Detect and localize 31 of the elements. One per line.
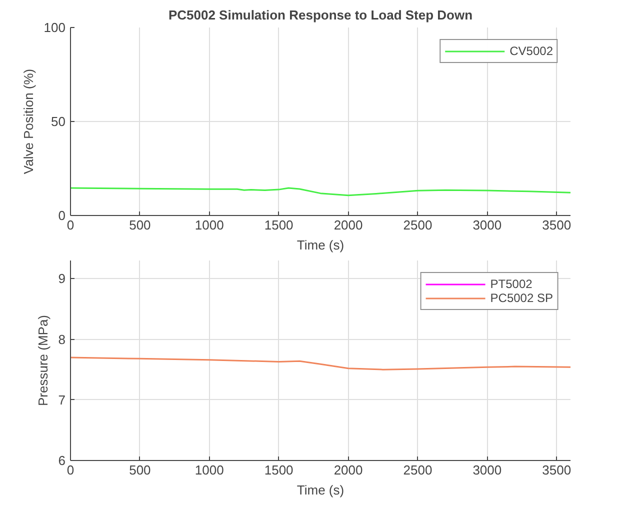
x-tick-label: 1500 <box>264 462 294 478</box>
x-tick-label: 3000 <box>472 462 502 478</box>
x-tick-label: 500 <box>129 218 151 232</box>
line-series <box>70 187 570 196</box>
x-tick-label: 1500 <box>264 218 294 232</box>
chart-title: PC5002 Simulation Response to Load Step Down <box>168 8 473 22</box>
y-tick-label: 7 <box>58 392 66 408</box>
y-tick-label: 8 <box>58 332 66 347</box>
line-series <box>70 356 570 370</box>
x-tick-label: 3500 <box>542 462 572 478</box>
x-axis-title: Time (s) <box>296 238 344 252</box>
y-axis-title: Valve Position (%) <box>20 68 36 174</box>
x-tick-label: 2500 <box>403 462 432 478</box>
x-tick-label: 500 <box>129 462 151 478</box>
x-tick-label: 3500 <box>542 218 572 232</box>
y-tick-label: 100 <box>44 20 66 35</box>
legend-label: CV5002 <box>510 44 553 58</box>
x-tick-label: 3000 <box>472 218 502 232</box>
x-tick-label: 2500 <box>403 218 432 232</box>
y-tick-label: 9 <box>58 271 66 286</box>
x-axis-title: Time (s) <box>296 482 344 498</box>
x-tick-label: 1000 <box>194 218 224 232</box>
y-tick-label: 6 <box>58 453 66 468</box>
x-tick-label: 1000 <box>194 462 224 478</box>
x-tick-label: 2000 <box>334 218 363 232</box>
y-tick-label: 0 <box>58 208 66 223</box>
y-axis-title: Pressure (MPa) <box>35 314 50 406</box>
legend-label: PT5002 <box>490 277 532 291</box>
legend-label: PC5002 SP <box>490 291 553 305</box>
y-tick-label: 50 <box>51 114 66 129</box>
x-tick-label: 2000 <box>334 462 363 478</box>
